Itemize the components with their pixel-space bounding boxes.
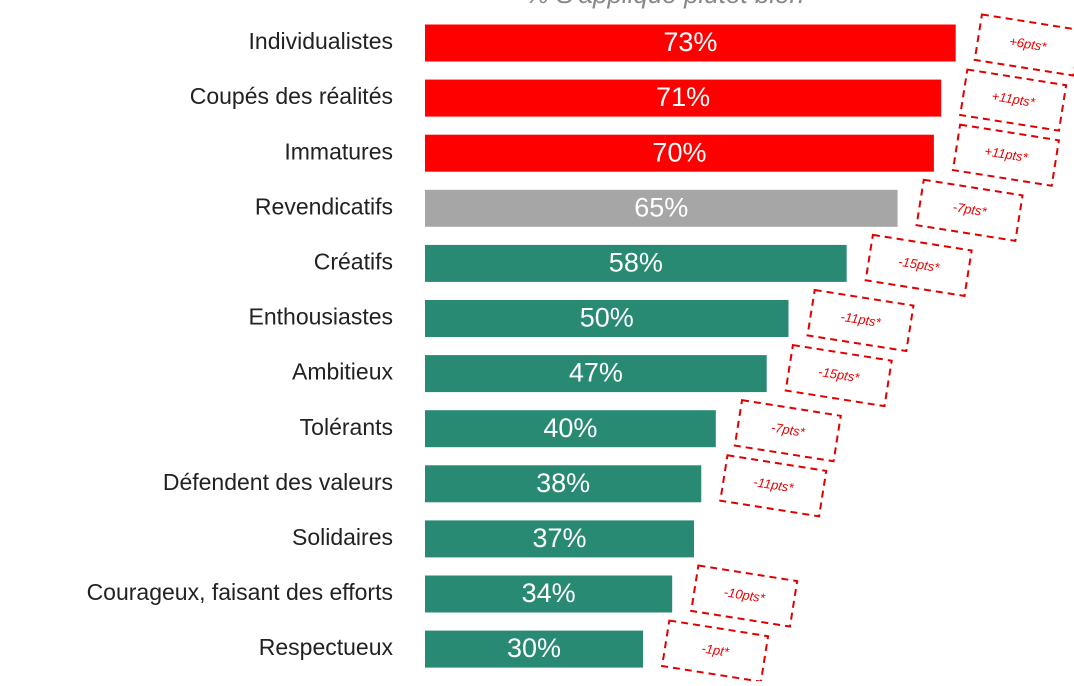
bar: [425, 465, 702, 503]
change-annotation: -11pts*: [719, 454, 828, 518]
annotation-text: -7pts*: [770, 420, 807, 440]
change-annotation: -15pts*: [864, 233, 973, 298]
category-label: Défendent des valeurs: [163, 469, 393, 495]
change-annotation: +11pts*: [951, 123, 1061, 187]
bar: [425, 189, 898, 227]
bar: [425, 134, 934, 172]
value-label: 71%: [656, 82, 710, 112]
annotation-text: -10pts*: [723, 584, 767, 605]
bar: [425, 300, 789, 337]
annotation-box: [806, 288, 915, 353]
annotation-text: -15pts*: [817, 364, 861, 385]
change-annotation: -15pts*: [784, 343, 893, 408]
value-label: 70%: [652, 137, 706, 167]
category-label: Individualistes: [249, 28, 393, 54]
category-label: Ambitieux: [292, 359, 393, 385]
annotation-text: -11pts*: [752, 474, 795, 495]
category-label: Enthousiastes: [249, 304, 393, 330]
annotation-text: +11pts*: [991, 88, 1037, 110]
value-label: 73%: [663, 27, 717, 57]
category-label: Tolérants: [300, 414, 393, 440]
bar: [425, 244, 847, 282]
annotation-box: [864, 233, 973, 298]
change-annotation: +11pts*: [959, 68, 1068, 132]
chart-title: % S'applique plutôt bien: [526, 0, 804, 9]
value-label: 58%: [609, 248, 663, 278]
value-label: 40%: [543, 413, 597, 443]
annotation-box: [784, 343, 893, 408]
value-label: 50%: [580, 303, 634, 333]
annotation-text: -1pt*: [701, 640, 731, 659]
change-annotation: -7pts*: [915, 178, 1024, 242]
annotation-box: [719, 454, 828, 518]
bar: [425, 79, 942, 117]
bar: [425, 355, 767, 393]
value-label: 47%: [569, 358, 623, 388]
annotation-box: [915, 178, 1024, 242]
annotation-text: -15pts*: [897, 254, 941, 275]
annotation-text: -11pts*: [840, 309, 883, 330]
annotation-box: [690, 564, 799, 628]
bar: [425, 410, 716, 448]
category-label: Solidaires: [292, 524, 393, 550]
value-label: 65%: [634, 192, 688, 222]
bar: [425, 520, 694, 558]
annotation-box: [959, 68, 1068, 132]
bar: [425, 24, 956, 62]
value-label: 38%: [536, 468, 590, 498]
bar: [425, 575, 673, 613]
annotation-text: +6pts*: [1008, 34, 1048, 55]
value-label: 30%: [507, 633, 561, 663]
value-label: 37%: [532, 523, 586, 553]
change-annotation: -11pts*: [806, 288, 915, 353]
annotation-text: -7pts*: [952, 199, 989, 219]
category-label: Coupés des réalités: [190, 83, 393, 109]
annotation-box: [973, 13, 1074, 77]
annotation-box: [733, 399, 842, 463]
change-annotation: -1pt*: [660, 619, 770, 683]
change-annotation: -7pts*: [733, 399, 842, 463]
annotation-box: [660, 619, 770, 683]
annotation-box: [951, 123, 1061, 187]
change-annotation: +6pts*: [973, 13, 1074, 77]
category-label: Courageux, faisant des efforts: [87, 579, 393, 605]
annotation-text: +11pts*: [983, 143, 1029, 165]
category-label: Créatifs: [314, 248, 393, 274]
category-label: Immatures: [284, 138, 393, 164]
change-annotation: -10pts*: [690, 564, 799, 628]
value-label: 34%: [522, 578, 576, 608]
bar: [425, 630, 644, 668]
category-label: Respectueux: [259, 634, 394, 660]
category-label: Revendicatifs: [255, 193, 393, 219]
